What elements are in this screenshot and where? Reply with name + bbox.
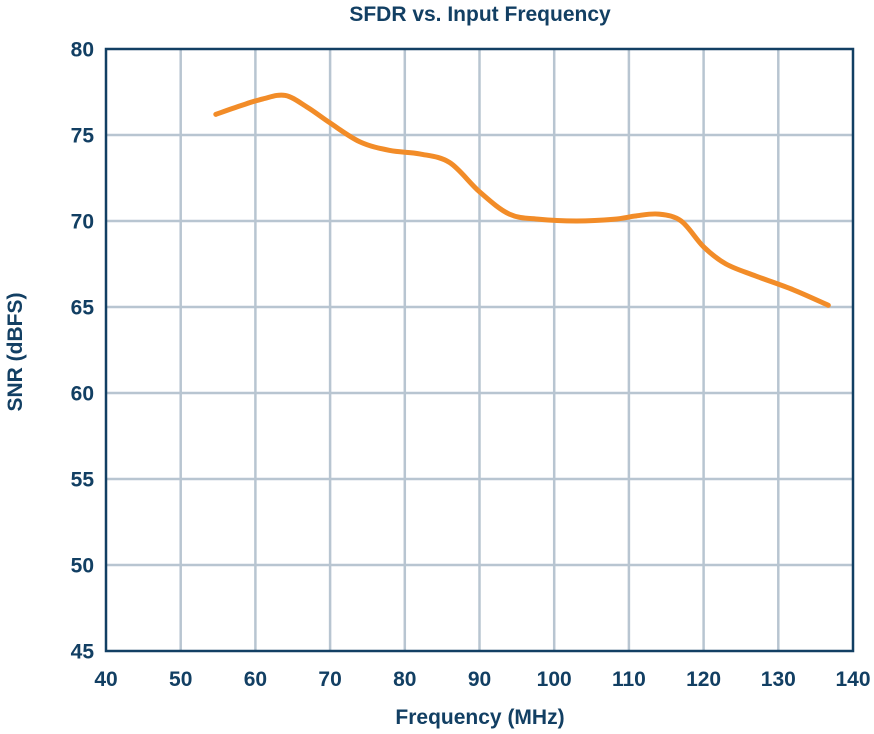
plot-frame (104, 47, 855, 653)
y-tick-label: 50 (71, 555, 94, 578)
y-tick-label: 75 (71, 125, 95, 148)
chart-title: SFDR vs. Input Frequency (349, 3, 611, 26)
x-tick-label: 130 (761, 668, 796, 691)
x-tick-label: 60 (244, 668, 267, 691)
x-tick-label: 90 (468, 668, 491, 691)
x-tick-label: 70 (318, 668, 341, 691)
x-tick-label: 120 (686, 668, 721, 691)
y-tick-label: 65 (71, 297, 95, 320)
series-line-snr (213, 92, 831, 308)
x-tick-label: 80 (393, 668, 416, 691)
x-tick-label: 140 (835, 668, 870, 691)
y-tick-label: 55 (71, 469, 95, 492)
y-tick-label: 80 (71, 39, 94, 62)
series-layer (213, 92, 831, 308)
y-tick-label: 70 (71, 211, 94, 234)
y-axis-ticks: 45 50 55 60 65 70 75 80 (71, 39, 95, 664)
x-axis-ticks: 40 50 60 70 80 90 100 110 120 130 140 (94, 668, 870, 691)
x-tick-label: 110 (612, 668, 646, 691)
y-axis-label: SNR (dBFS) (4, 293, 27, 412)
x-tick-label: 100 (537, 668, 572, 691)
x-tick-label: 50 (169, 668, 192, 691)
y-tick-label: 60 (71, 383, 94, 406)
x-axis-label: Frequency (MHz) (395, 706, 564, 729)
x-tick-label: 40 (94, 668, 117, 691)
grid (106, 49, 853, 651)
y-tick-label: 45 (71, 641, 95, 664)
